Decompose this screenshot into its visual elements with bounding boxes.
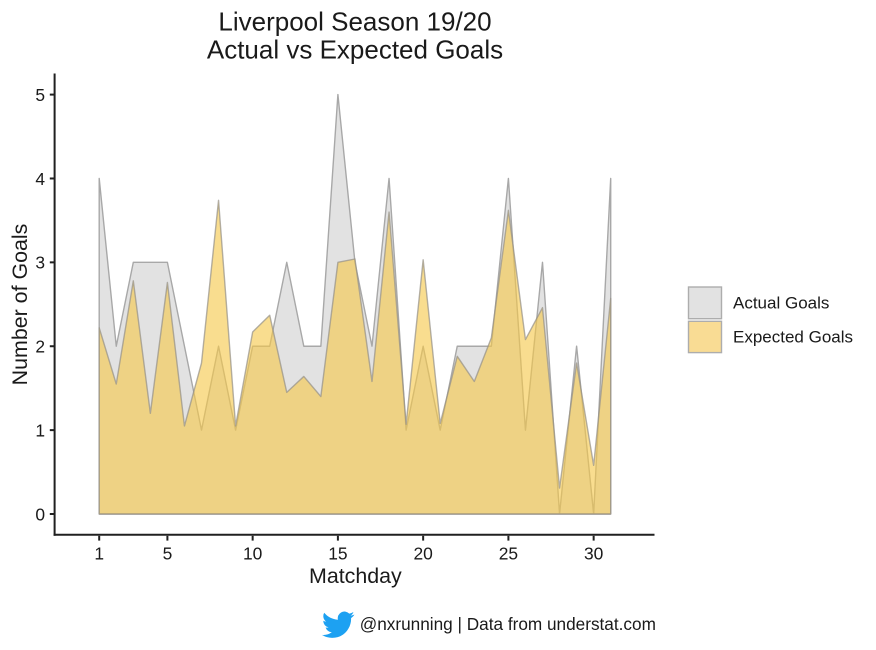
svg-text:Matchday: Matchday xyxy=(309,564,402,588)
svg-text:5: 5 xyxy=(35,85,45,105)
svg-text:0: 0 xyxy=(35,504,45,524)
svg-text:@nxrunning | Data from underst: @nxrunning | Data from understat.com xyxy=(360,614,656,634)
svg-text:3: 3 xyxy=(35,253,45,273)
svg-text:Expected Goals: Expected Goals xyxy=(733,328,853,347)
svg-text:1: 1 xyxy=(94,544,104,564)
svg-text:Liverpool Season 19/20: Liverpool Season 19/20 xyxy=(218,6,491,36)
svg-text:15: 15 xyxy=(328,544,347,564)
svg-text:Number of Goals: Number of Goals xyxy=(8,224,32,386)
svg-text:30: 30 xyxy=(584,544,603,564)
svg-text:1: 1 xyxy=(35,420,45,440)
svg-text:Actual vs Expected Goals: Actual vs Expected Goals xyxy=(207,35,503,65)
svg-text:10: 10 xyxy=(243,544,262,564)
svg-text:2: 2 xyxy=(35,337,45,357)
svg-text:20: 20 xyxy=(413,544,432,564)
svg-text:4: 4 xyxy=(35,169,45,189)
svg-text:5: 5 xyxy=(163,544,173,564)
svg-text:Actual Goals: Actual Goals xyxy=(733,293,829,312)
svg-text:25: 25 xyxy=(499,544,518,564)
